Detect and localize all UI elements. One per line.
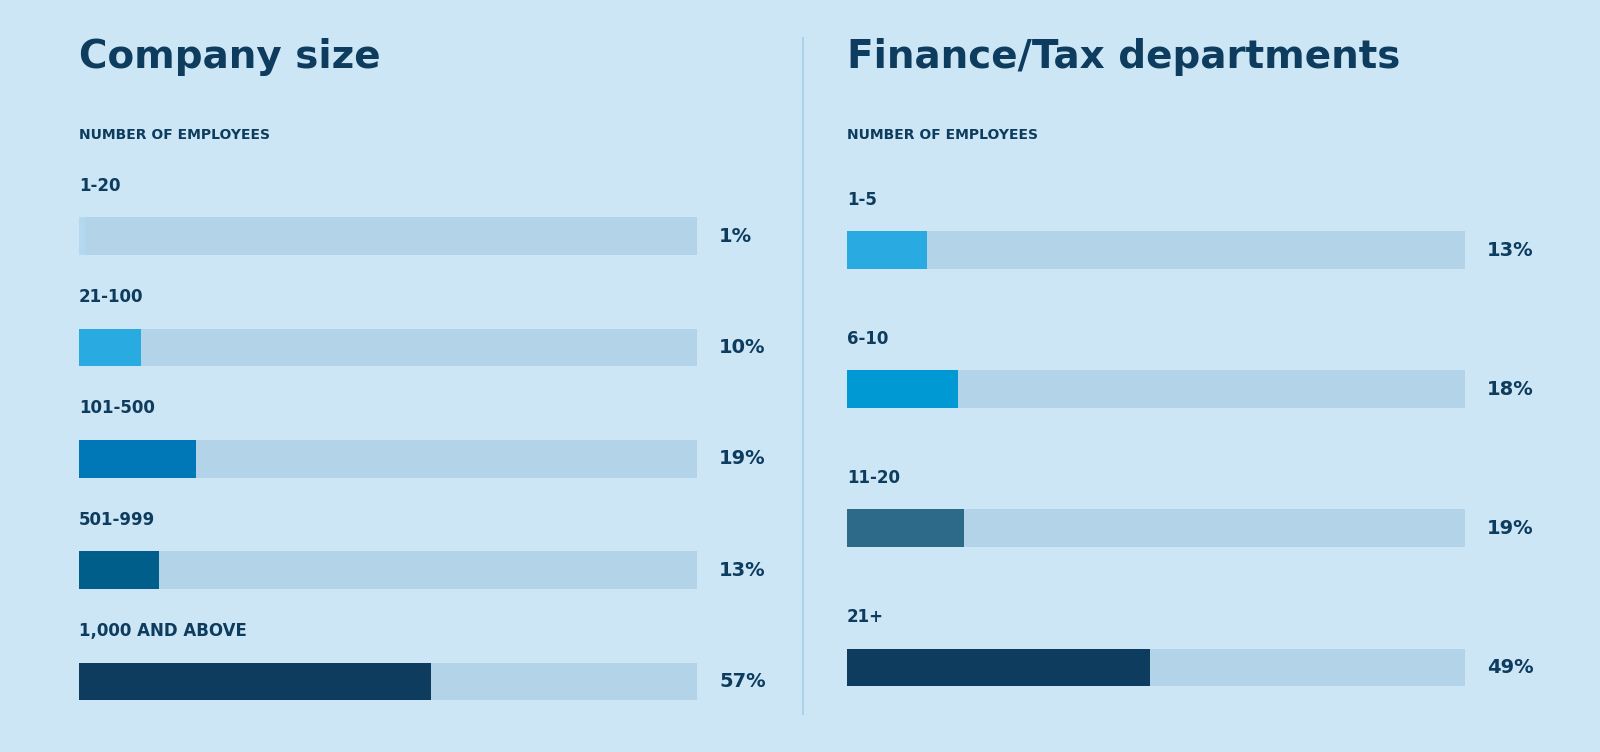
Bar <box>78 663 430 700</box>
Bar <box>78 440 197 478</box>
Bar <box>846 510 1466 547</box>
Text: 501-999: 501-999 <box>78 511 155 529</box>
Bar <box>78 663 698 700</box>
Bar <box>846 232 926 269</box>
Text: 1-20: 1-20 <box>78 177 120 195</box>
Text: 10%: 10% <box>718 338 765 357</box>
Text: 1%: 1% <box>718 226 752 246</box>
Text: Company size: Company size <box>78 38 381 76</box>
Bar <box>846 648 1150 686</box>
Bar <box>78 551 698 589</box>
Bar <box>846 648 1466 686</box>
Text: 13%: 13% <box>718 560 766 580</box>
Bar <box>78 551 158 589</box>
Text: Finance/Tax departments: Finance/Tax departments <box>846 38 1400 76</box>
Text: 1-5: 1-5 <box>846 191 877 208</box>
Bar <box>846 370 1466 408</box>
Text: 13%: 13% <box>1486 241 1534 259</box>
Text: 21-100: 21-100 <box>78 288 144 306</box>
Bar <box>846 232 1466 269</box>
Text: 21+: 21+ <box>846 608 883 626</box>
Bar <box>846 510 965 547</box>
Text: NUMBER OF EMPLOYEES: NUMBER OF EMPLOYEES <box>846 128 1038 142</box>
Bar <box>78 329 698 366</box>
Bar <box>78 217 85 255</box>
Bar <box>78 329 141 366</box>
Bar <box>846 370 958 408</box>
Text: NUMBER OF EMPLOYEES: NUMBER OF EMPLOYEES <box>78 128 270 142</box>
Text: 101-500: 101-500 <box>78 399 155 417</box>
Text: 57%: 57% <box>718 672 766 691</box>
Text: 18%: 18% <box>1486 380 1534 399</box>
Bar <box>78 440 698 478</box>
Text: 19%: 19% <box>1486 519 1534 538</box>
Bar <box>78 217 698 255</box>
Text: 49%: 49% <box>1486 658 1534 677</box>
Text: 1,000 AND ABOVE: 1,000 AND ABOVE <box>78 622 246 640</box>
Text: 6-10: 6-10 <box>846 330 888 347</box>
Text: 11-20: 11-20 <box>846 469 899 487</box>
Text: 19%: 19% <box>718 449 766 468</box>
